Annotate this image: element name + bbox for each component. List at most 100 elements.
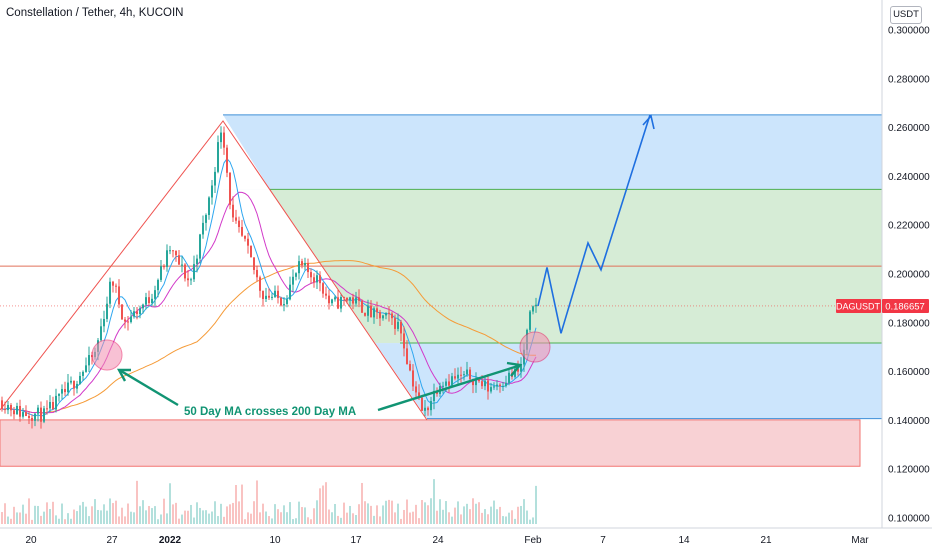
volume-bar xyxy=(373,515,375,524)
volume-bar xyxy=(274,504,276,524)
volume-bar xyxy=(469,509,471,524)
volume-bar xyxy=(166,513,168,524)
volume-bar xyxy=(442,509,444,524)
candle-body xyxy=(154,290,156,299)
volume-bar xyxy=(283,505,285,524)
volume-bar xyxy=(157,519,159,524)
candle-body xyxy=(157,279,159,291)
volume-bar xyxy=(82,501,84,524)
volume-bar xyxy=(4,503,6,524)
candle-body xyxy=(469,369,471,380)
x-tick-label: Feb xyxy=(524,535,542,546)
volume-bar xyxy=(118,516,120,524)
cross-highlight-left xyxy=(91,339,123,371)
y-tick-label: 0.120000 xyxy=(888,465,930,476)
x-tick-label: 10 xyxy=(269,535,281,546)
volume-bar xyxy=(259,512,261,524)
candle-body xyxy=(355,297,357,304)
volume-bar xyxy=(178,518,180,524)
candle-body xyxy=(325,293,327,296)
y-tick-label: 0.240000 xyxy=(888,172,930,183)
volume-bar xyxy=(340,517,342,524)
volume-bar xyxy=(25,513,27,524)
candle-body xyxy=(133,311,135,317)
volume-bar xyxy=(229,504,231,524)
volume-bar xyxy=(415,504,417,524)
volume-bar xyxy=(244,519,246,524)
volume-bar xyxy=(343,502,345,524)
candle-body xyxy=(13,410,15,415)
candle-body xyxy=(61,389,63,394)
volume-bar xyxy=(502,516,504,524)
candle-body xyxy=(532,306,534,312)
volume-bar xyxy=(217,516,219,524)
volume-bar xyxy=(199,507,201,524)
candle-body xyxy=(112,281,114,286)
candle-body xyxy=(361,300,363,313)
volume-bar xyxy=(460,514,462,524)
volume-bar xyxy=(64,519,66,524)
volume-layer xyxy=(1,479,537,524)
volume-bar xyxy=(511,510,513,524)
volume-bar xyxy=(532,517,534,524)
candle-body xyxy=(391,313,393,319)
y-tick-label: 0.280000 xyxy=(888,74,930,85)
volume-bar xyxy=(187,510,189,524)
candle-body xyxy=(229,172,231,205)
volume-bar xyxy=(208,513,210,524)
zones-layer xyxy=(0,114,882,467)
candle-body xyxy=(211,185,213,198)
volume-bar xyxy=(433,479,435,524)
volume-bar xyxy=(133,512,135,524)
volume-bar xyxy=(76,511,78,524)
candle-body xyxy=(385,312,387,316)
currency-button[interactable]: USDT xyxy=(890,6,922,24)
candle-body xyxy=(484,380,486,387)
ma-slow-line xyxy=(1,260,536,414)
volume-bar xyxy=(28,498,30,524)
volume-bar xyxy=(235,485,237,524)
candle-body xyxy=(88,355,90,366)
volume-bar xyxy=(232,502,234,524)
volume-bar xyxy=(22,504,24,524)
candle-body xyxy=(172,250,174,252)
candle-body xyxy=(127,321,129,323)
candle-body xyxy=(442,385,444,387)
volume-bar xyxy=(289,502,291,524)
candle-body xyxy=(502,385,504,387)
candle-body xyxy=(490,387,492,392)
volume-bar xyxy=(40,515,42,524)
candle-body xyxy=(85,365,87,372)
candle-body xyxy=(400,321,402,334)
volume-bar xyxy=(154,506,156,524)
zone-cutout-top xyxy=(223,114,270,190)
candle-body xyxy=(253,257,255,270)
volume-bar xyxy=(322,485,324,524)
zone-cutout-left xyxy=(223,189,427,419)
candle-body xyxy=(130,316,132,323)
candle-body xyxy=(520,364,522,372)
volume-bar xyxy=(325,482,327,524)
candle-body xyxy=(187,278,189,281)
volume-bar xyxy=(484,509,486,524)
candle-body xyxy=(28,415,30,418)
candle-body xyxy=(70,380,72,383)
volume-bar xyxy=(88,516,90,524)
candle-body xyxy=(136,311,138,315)
candle-body xyxy=(445,381,447,386)
candle-body xyxy=(493,386,495,388)
volume-bar xyxy=(346,512,348,524)
candle-body xyxy=(214,171,216,186)
volume-bar xyxy=(361,482,363,524)
volume-bar xyxy=(496,509,498,524)
volume-bar xyxy=(268,516,270,524)
candle-body xyxy=(100,326,102,341)
volume-bar xyxy=(520,505,522,524)
volume-bar xyxy=(124,516,126,524)
candle-body xyxy=(163,266,165,268)
candle-body xyxy=(148,297,150,304)
candle-body xyxy=(424,407,426,411)
volume-bar xyxy=(406,499,408,524)
candle-body xyxy=(52,402,54,410)
